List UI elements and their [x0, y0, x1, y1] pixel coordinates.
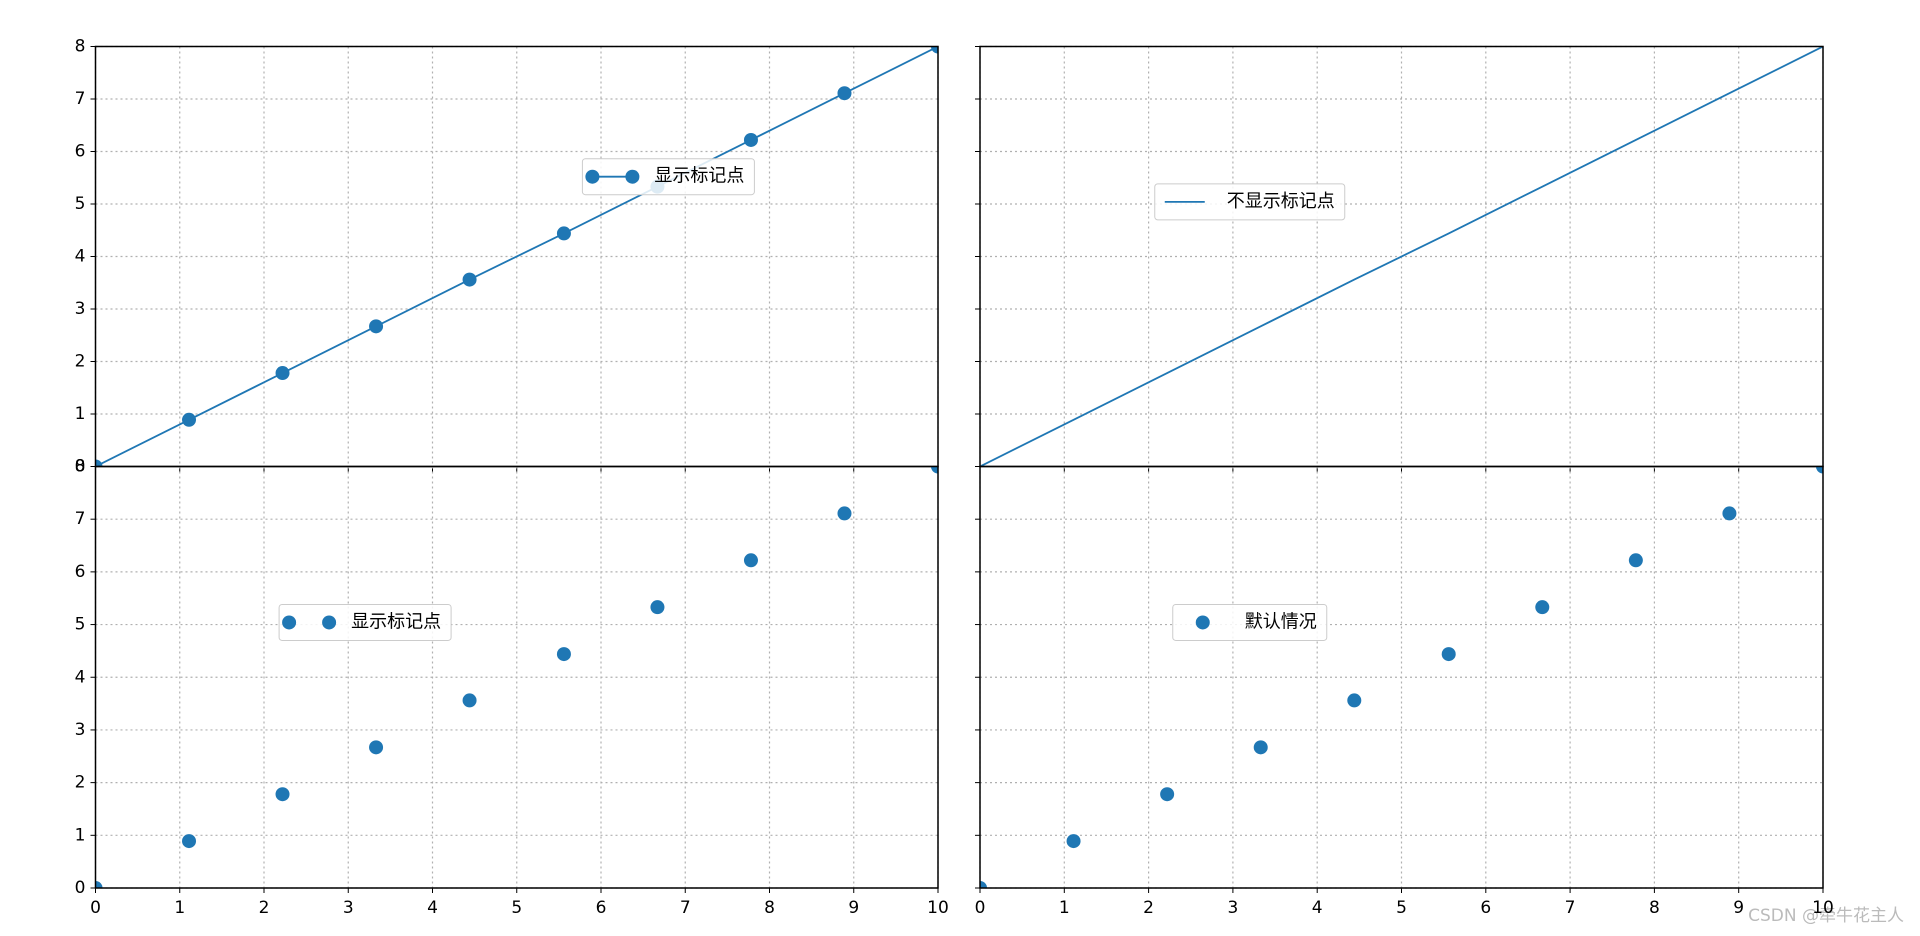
legend-marker	[625, 169, 640, 184]
legend-label: 显示标记点	[654, 166, 744, 187]
x-tick-label: 10	[1812, 898, 1834, 918]
legend-marker	[282, 615, 297, 630]
y-tick-label: 2	[75, 773, 86, 793]
data-point	[95, 459, 103, 467]
legend-marker	[585, 169, 600, 184]
legend-label: 不显示标记点	[1227, 191, 1335, 212]
x-tick-label: 6	[1480, 898, 1491, 918]
data-point	[1347, 693, 1362, 708]
y-tick-label: 1	[75, 825, 86, 845]
x-tick-label: 5	[511, 898, 522, 918]
data-point	[556, 647, 571, 662]
legend-box	[581, 158, 755, 196]
legend: 不显示标记点	[1154, 183, 1346, 221]
data-point	[369, 740, 384, 755]
y-tick-label: 7	[75, 509, 86, 529]
y-tick-label: 2	[75, 352, 86, 372]
y-tick-label: 4	[75, 667, 86, 687]
data-point	[837, 506, 852, 521]
y-tick-label: 6	[75, 142, 86, 162]
x-tick-label: 0	[90, 898, 101, 918]
data-point	[1816, 466, 1823, 474]
plot-area	[980, 466, 1823, 888]
x-tick-label: 10	[927, 898, 949, 918]
legend-box	[1172, 603, 1328, 641]
data-point	[931, 466, 938, 474]
series-line	[980, 46, 1823, 467]
legend: 显示标记点	[581, 158, 755, 196]
watermark: CSDN @牵牛花主人	[1748, 906, 1904, 926]
legend-box	[278, 603, 452, 641]
subplot: 0 1 2 3 4 5 6 7 8 9 10 默认情况	[975, 465, 1834, 918]
x-tick-label: 3	[343, 898, 354, 918]
series-line	[95, 46, 938, 467]
data-point	[275, 787, 290, 802]
y-tick-label: 3	[75, 299, 86, 319]
x-tick-label: 3	[1227, 898, 1238, 918]
legend-label: 显示标记点	[351, 611, 441, 632]
data-point	[1628, 553, 1643, 568]
x-tick-label: 0	[975, 898, 986, 918]
data-point	[837, 86, 852, 101]
subplot: 0 1 2 3 4 5 6 7 8 显示标记点	[75, 37, 939, 477]
y-tick-label: 8	[75, 457, 86, 477]
legend-marker	[322, 615, 337, 630]
data-point	[95, 881, 103, 888]
x-tick-label: 2	[1143, 898, 1154, 918]
y-tick-label: 1	[75, 404, 86, 424]
axes-frame	[979, 465, 1824, 889]
data-point	[650, 600, 665, 615]
plot-area	[95, 466, 938, 888]
legend-marker	[1195, 615, 1210, 630]
y-tick-label: 6	[75, 562, 86, 582]
data-point	[743, 132, 758, 147]
y-tick-label: 8	[75, 37, 86, 57]
data-point	[1253, 740, 1268, 755]
y-tick-label: 5	[75, 615, 86, 635]
x-tick-label: 5	[1396, 898, 1407, 918]
axes-frame	[94, 465, 939, 889]
data-point	[743, 553, 758, 568]
x-tick-label: 4	[427, 898, 438, 918]
y-tick-label: 7	[75, 89, 86, 109]
y-tick-label: 4	[75, 247, 86, 267]
data-point	[931, 46, 938, 54]
y-tick-label: 5	[75, 194, 86, 214]
x-tick-label: 2	[259, 898, 270, 918]
plot-area	[980, 46, 1823, 467]
data-point	[275, 366, 290, 381]
data-point	[1441, 647, 1456, 662]
y-tick-label: 0	[75, 878, 86, 898]
data-point	[1066, 834, 1081, 849]
data-point	[182, 834, 197, 849]
y-tick-label: 3	[75, 720, 86, 740]
x-tick-label: 7	[680, 898, 691, 918]
data-point	[1535, 600, 1550, 615]
x-tick-label: 9	[848, 898, 859, 918]
legend: 默认情况	[1172, 603, 1328, 641]
data-point	[462, 693, 477, 708]
x-tick-label: 9	[1733, 898, 1744, 918]
x-tick-label: 8	[764, 898, 775, 918]
data-point	[980, 881, 987, 888]
x-tick-label: 1	[174, 898, 185, 918]
x-tick-label: 7	[1565, 898, 1576, 918]
x-tick-label: 6	[596, 898, 607, 918]
data-point	[556, 226, 571, 241]
x-tick-label: 4	[1312, 898, 1323, 918]
legend-box	[1154, 183, 1346, 221]
data-point	[1160, 787, 1175, 802]
data-point	[369, 319, 384, 334]
data-point	[462, 272, 477, 287]
y-tick-label: 0	[75, 457, 86, 477]
subplot: 不显示标记点	[975, 45, 1824, 472]
data-point	[1722, 506, 1737, 521]
legend: 显示标记点	[278, 603, 452, 641]
subplot: 0 1 2 3 4 5 6 7 8 9 10 0 1 2 3 4 5 6 7 8 显示标记点	[75, 457, 949, 919]
legend-label: 默认情况	[1245, 611, 1317, 632]
data-point	[182, 412, 197, 427]
x-tick-label: 1	[1059, 898, 1070, 918]
x-tick-label: 8	[1649, 898, 1660, 918]
